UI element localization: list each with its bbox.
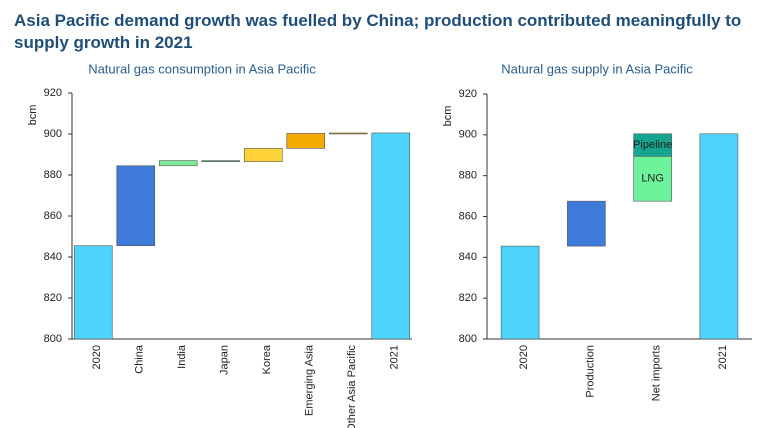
x-tick-label: India — [176, 344, 188, 369]
y-tick-label: 800 — [44, 333, 62, 345]
chart-title: Natural gas consumption in Asia Pacific — [88, 61, 316, 76]
bar — [371, 132, 411, 340]
y-tick-label: 840 — [459, 251, 477, 263]
y-tick-label: 900 — [44, 128, 62, 140]
y-tick-label: 860 — [44, 210, 62, 222]
y-tick-label: 860 — [459, 210, 477, 222]
bar — [328, 132, 368, 135]
y-tick-label: 880 — [459, 170, 477, 182]
y-tick-label: 920 — [459, 88, 477, 100]
bar — [201, 160, 241, 162]
bar — [73, 245, 113, 340]
x-tick-label: 2021 — [717, 345, 729, 369]
page-title: Asia Pacific demand growth was fuelled b… — [14, 11, 741, 52]
segment-label: Pipeline — [633, 139, 672, 151]
x-tick-label: Other Asia Pacific — [346, 345, 358, 428]
y-axis-label: bcm — [27, 105, 39, 126]
y-tick-label: 920 — [44, 87, 62, 99]
y-tick-label: 820 — [44, 292, 62, 304]
x-tick-label: Emerging Asia — [304, 344, 316, 416]
segment-label: LNG — [641, 173, 664, 185]
y-axis-label: bcm — [442, 106, 454, 127]
x-tick-label: Net imports — [651, 345, 663, 402]
bar — [567, 200, 606, 247]
bar — [286, 133, 326, 149]
bar — [243, 148, 283, 162]
y-tick-label: 820 — [459, 292, 477, 304]
bar — [158, 160, 198, 167]
bar — [500, 245, 540, 340]
x-tick-label: 2021 — [389, 345, 401, 369]
bar — [633, 133, 672, 157]
x-tick-label: 2020 — [518, 345, 530, 369]
y-tick-label: 840 — [44, 251, 62, 263]
bar — [699, 133, 739, 340]
bar — [116, 165, 156, 247]
x-tick-label: Korea — [261, 344, 273, 374]
x-tick-label: China — [134, 344, 146, 374]
y-tick-label: 800 — [459, 333, 477, 345]
chart-title: Natural gas supply in Asia Pacific — [501, 61, 693, 76]
x-tick-label: Japan — [219, 345, 231, 375]
y-tick-label: 900 — [459, 129, 477, 141]
y-tick-label: 880 — [44, 169, 62, 181]
x-tick-label: 2020 — [91, 345, 103, 369]
x-tick-label: Production — [584, 345, 596, 398]
